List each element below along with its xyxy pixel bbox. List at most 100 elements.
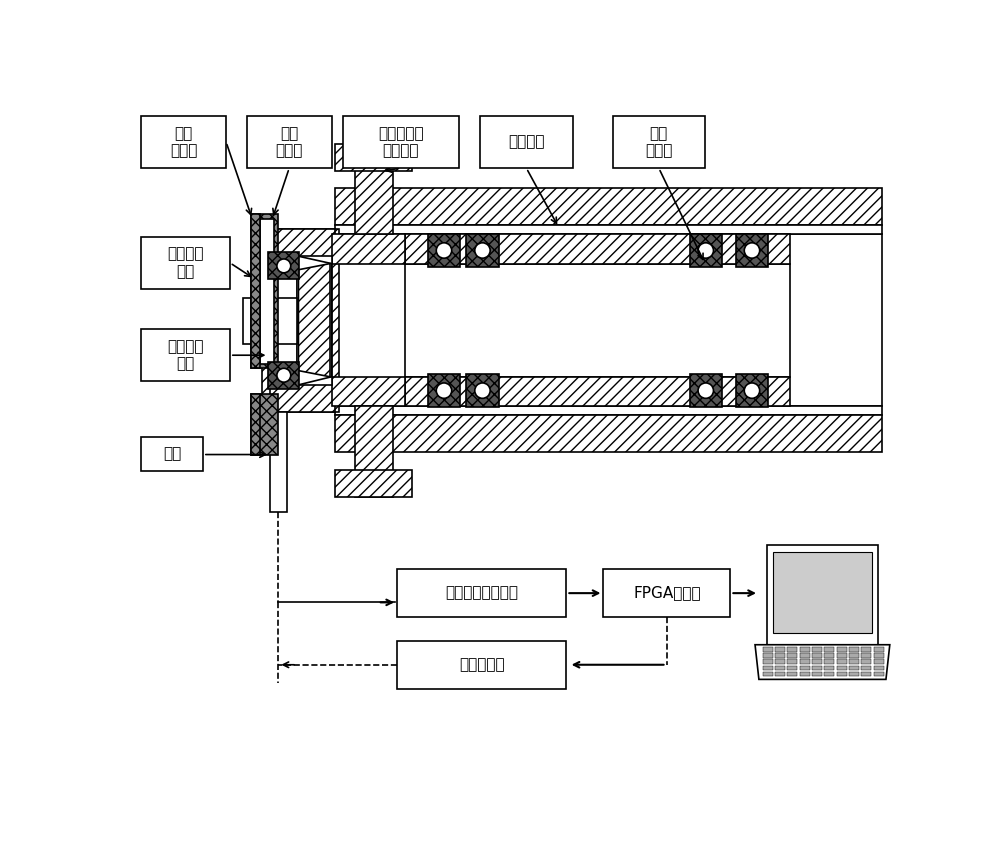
Bar	[262, 229, 339, 413]
Polygon shape	[824, 666, 834, 670]
Polygon shape	[837, 660, 847, 664]
Polygon shape	[874, 653, 884, 658]
Bar	[335, 144, 412, 171]
Bar	[335, 406, 882, 415]
Polygon shape	[800, 666, 810, 670]
Polygon shape	[824, 660, 834, 664]
Bar	[466, 234, 499, 267]
Polygon shape	[763, 666, 773, 670]
Polygon shape	[874, 672, 884, 677]
Text: 高速
电主轴: 高速 电主轴	[645, 126, 672, 158]
Polygon shape	[800, 672, 810, 677]
Circle shape	[698, 243, 713, 258]
Bar	[613, 115, 705, 168]
Circle shape	[698, 383, 713, 398]
Polygon shape	[824, 672, 834, 677]
Text: 角接触球
轴承: 角接触球 轴承	[167, 339, 204, 371]
Circle shape	[475, 243, 490, 258]
Bar	[270, 256, 332, 385]
Bar	[260, 219, 274, 363]
Polygon shape	[787, 653, 797, 658]
Polygon shape	[874, 666, 884, 670]
Polygon shape	[837, 647, 847, 652]
Bar	[243, 298, 297, 345]
Polygon shape	[812, 666, 822, 670]
Bar	[405, 263, 790, 377]
Circle shape	[475, 383, 490, 398]
Text: 主轴基座: 主轴基座	[508, 134, 545, 149]
Bar	[335, 470, 412, 497]
Polygon shape	[837, 653, 847, 658]
Polygon shape	[755, 644, 890, 679]
Polygon shape	[874, 660, 884, 664]
Circle shape	[277, 259, 291, 273]
Polygon shape	[773, 553, 872, 633]
Bar	[405, 234, 790, 263]
Polygon shape	[763, 647, 773, 652]
Circle shape	[744, 383, 760, 398]
Polygon shape	[800, 653, 810, 658]
Bar	[335, 188, 882, 225]
Polygon shape	[812, 672, 822, 677]
Text: 压电
作动器: 压电 作动器	[170, 126, 197, 158]
Circle shape	[744, 243, 760, 258]
Bar	[466, 374, 499, 407]
Polygon shape	[849, 647, 859, 652]
Bar	[480, 115, 573, 168]
Polygon shape	[763, 653, 773, 658]
Polygon shape	[787, 672, 797, 677]
Polygon shape	[800, 660, 810, 664]
Bar	[355, 406, 393, 497]
Polygon shape	[812, 647, 822, 652]
Polygon shape	[763, 660, 773, 664]
Polygon shape	[849, 666, 859, 670]
Polygon shape	[824, 647, 834, 652]
Bar	[736, 374, 768, 407]
Circle shape	[436, 243, 452, 258]
Bar	[405, 377, 790, 406]
Bar	[141, 115, 226, 168]
Polygon shape	[800, 647, 810, 652]
Circle shape	[277, 368, 291, 382]
Bar	[335, 234, 882, 406]
Polygon shape	[332, 234, 405, 263]
Polygon shape	[849, 660, 859, 664]
Polygon shape	[824, 653, 834, 658]
Text: FPGA控制器: FPGA控制器	[633, 586, 701, 600]
Bar	[355, 144, 393, 234]
Polygon shape	[297, 256, 332, 385]
Bar	[270, 229, 335, 258]
Polygon shape	[767, 544, 878, 644]
Bar	[428, 374, 460, 407]
Polygon shape	[787, 647, 797, 652]
Polygon shape	[861, 653, 871, 658]
Text: 刀柄: 刀柄	[163, 447, 181, 462]
Bar	[251, 214, 278, 368]
Bar	[397, 570, 566, 617]
Polygon shape	[298, 263, 330, 377]
Bar	[343, 115, 459, 168]
Bar	[270, 383, 335, 413]
Text: 加速度传
感器: 加速度传 感器	[167, 246, 204, 279]
Text: 数据采集与分析仪: 数据采集与分析仪	[445, 586, 518, 600]
Bar	[335, 415, 882, 453]
Polygon shape	[874, 647, 884, 652]
Polygon shape	[812, 653, 822, 658]
Polygon shape	[849, 653, 859, 658]
Polygon shape	[775, 666, 785, 670]
Text: 压电作动器
连接支架: 压电作动器 连接支架	[378, 126, 424, 158]
Bar	[268, 252, 299, 279]
Polygon shape	[775, 672, 785, 677]
Bar	[141, 329, 230, 381]
Bar	[270, 413, 287, 512]
Bar	[690, 234, 722, 267]
Bar	[247, 115, 332, 168]
Bar	[141, 237, 230, 289]
Polygon shape	[861, 660, 871, 664]
Polygon shape	[812, 660, 822, 664]
Polygon shape	[837, 672, 847, 677]
Bar	[690, 374, 722, 407]
Bar	[251, 214, 260, 368]
Bar	[251, 395, 278, 454]
Polygon shape	[787, 666, 797, 670]
